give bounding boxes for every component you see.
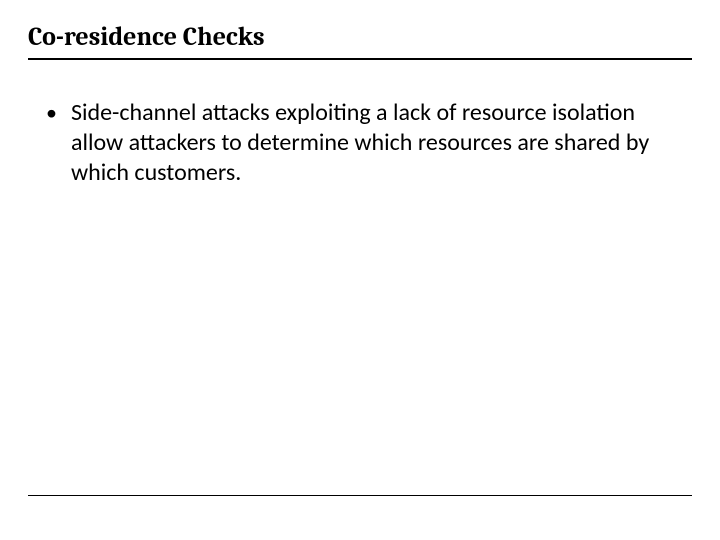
slide-content: • Side-channel attacks exploiting a lack… <box>28 98 692 188</box>
bullet-text: Side-channel attacks exploiting a lack o… <box>71 98 662 188</box>
title-block: Co-residence Checks <box>28 22 692 60</box>
slide: Co-residence Checks • Side-channel attac… <box>0 0 720 540</box>
slide-title: Co-residence Checks <box>28 22 692 52</box>
footer-divider <box>28 495 692 496</box>
bullet-item: • Side-channel attacks exploiting a lack… <box>46 98 662 188</box>
bullet-marker-icon: • <box>46 98 57 128</box>
